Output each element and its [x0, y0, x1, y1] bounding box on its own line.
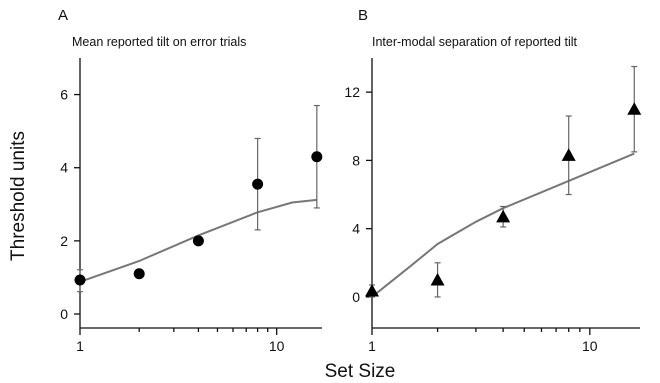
y-tick-label: 2 — [60, 233, 68, 249]
y-tick-label: 4 — [60, 160, 68, 176]
panel-letter: A — [58, 7, 68, 24]
x-tick-label: 10 — [269, 338, 285, 354]
x-axis-title: Set Size — [325, 361, 396, 382]
panel-title: Inter-modal separation of reported tilt — [372, 35, 577, 49]
data-point — [627, 102, 642, 115]
y-tick-label: 8 — [352, 152, 360, 168]
data-point — [561, 148, 576, 161]
y-axis-title: Threshold units — [8, 131, 29, 261]
y-tick-label: 0 — [60, 306, 68, 322]
data-point — [365, 283, 379, 297]
data-point — [252, 178, 264, 190]
y-tick-label: 0 — [352, 289, 360, 305]
data-point — [496, 209, 511, 223]
x-tick-label: 1 — [368, 338, 376, 354]
x-tick-label: 1 — [76, 338, 84, 354]
y-tick-label: 12 — [344, 84, 360, 100]
data-point — [430, 272, 445, 286]
y-tick-label: 4 — [352, 221, 360, 237]
panel-letter: B — [358, 7, 368, 24]
panel-title: Mean reported tilt on error trials — [72, 35, 246, 49]
y-tick-label: 6 — [60, 87, 68, 103]
data-point — [133, 268, 145, 280]
x-tick-label: 10 — [582, 338, 598, 354]
data-point — [192, 235, 204, 247]
data-point — [74, 274, 86, 286]
fit-curve — [79, 198, 317, 283]
data-point — [311, 151, 323, 163]
